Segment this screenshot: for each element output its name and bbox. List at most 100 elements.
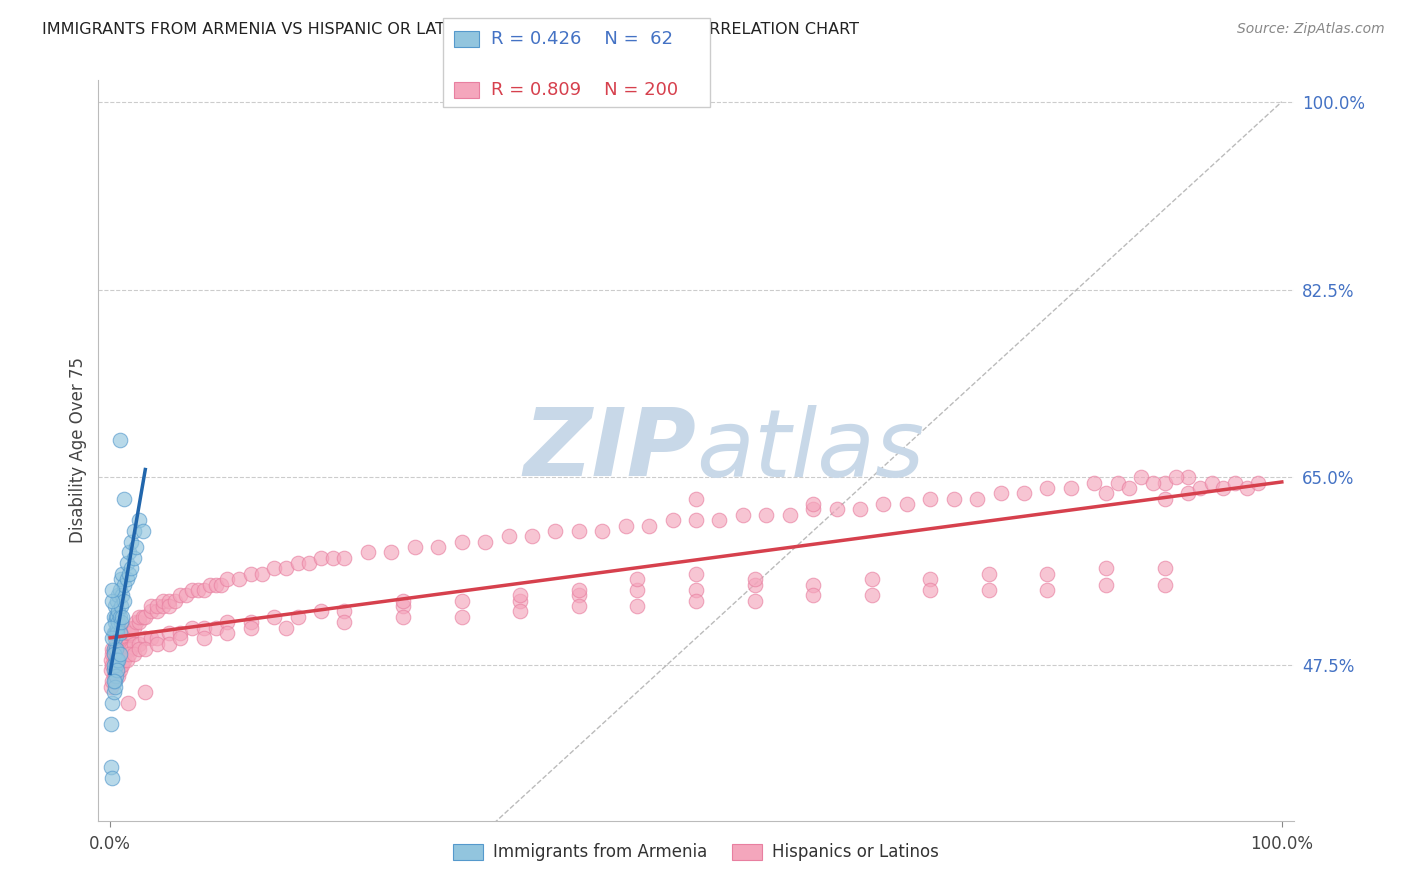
Point [112,632,135,646]
Point [101,696,124,710]
Legend: Immigrants from Armenia, Hispanics or Latinos: Immigrants from Armenia, Hispanics or La… [446,837,946,868]
Point [112,653,135,667]
Point [211,577,233,591]
Point [920,582,942,597]
Point [101,632,124,646]
Point [626,599,648,613]
Point [157,625,180,640]
Point [404,540,426,554]
Point [128,609,150,624]
Point [333,604,356,618]
Point [1060,481,1083,495]
Point [105,609,128,624]
Point [132,524,155,538]
Point [685,513,707,527]
Point [287,556,309,570]
Point [309,604,332,618]
Point [744,577,766,591]
Point [112,648,135,662]
Point [112,593,135,607]
Point [114,632,136,646]
Point [103,625,125,640]
Point [1236,481,1258,495]
Text: atlas: atlas [696,405,924,496]
Point [228,572,250,586]
Point [104,648,127,662]
Point [103,642,125,657]
Point [105,637,128,651]
Point [1095,561,1118,575]
Point [252,566,274,581]
Point [118,566,141,581]
Point [1177,486,1199,500]
Text: Source: ZipAtlas.com: Source: ZipAtlas.com [1237,22,1385,37]
Point [498,529,520,543]
Point [105,658,128,673]
Point [101,582,124,597]
Point [157,599,180,613]
Point [125,540,148,554]
Point [1153,561,1175,575]
Point [104,632,127,646]
Point [110,572,132,586]
Point [120,625,142,640]
Point [685,582,707,597]
Point [1142,475,1164,490]
Point [152,593,174,607]
Point [450,534,472,549]
Point [103,664,125,678]
Point [685,593,707,607]
Point [801,588,824,602]
Point [193,620,215,634]
Point [104,599,127,613]
Point [544,524,567,538]
Point [568,582,591,597]
Point [333,550,356,565]
Point [122,550,145,565]
Point [977,566,1000,581]
Point [108,632,131,646]
Point [115,625,138,640]
Point [108,609,131,624]
Point [110,632,132,646]
Point [568,588,591,602]
Point [731,508,754,522]
Point [392,609,415,624]
Point [100,717,122,731]
Point [105,653,128,667]
Point [626,582,648,597]
Point [108,625,131,640]
Text: ZIP: ZIP [523,404,696,497]
Point [120,534,142,549]
Point [450,609,472,624]
Point [157,637,180,651]
Point [120,620,142,634]
Point [239,615,262,629]
Point [181,582,204,597]
Point [392,593,415,607]
Point [474,534,496,549]
Point [100,664,122,678]
Point [132,609,155,624]
Point [112,637,135,651]
Point [107,604,129,618]
Point [101,593,124,607]
Point [709,513,731,527]
Point [204,620,226,634]
Point [111,609,134,624]
Point [520,529,543,543]
Point [122,620,145,634]
Point [114,625,136,640]
Point [101,771,124,785]
Point [104,653,127,667]
Point [966,491,988,506]
Point [118,642,141,657]
Point [100,760,122,774]
Point [274,620,297,634]
Point [100,620,122,634]
Text: R = 0.426    N =  62: R = 0.426 N = 62 [491,30,672,48]
Point [110,599,132,613]
Point [169,588,191,602]
Point [977,582,1000,597]
Point [157,593,180,607]
